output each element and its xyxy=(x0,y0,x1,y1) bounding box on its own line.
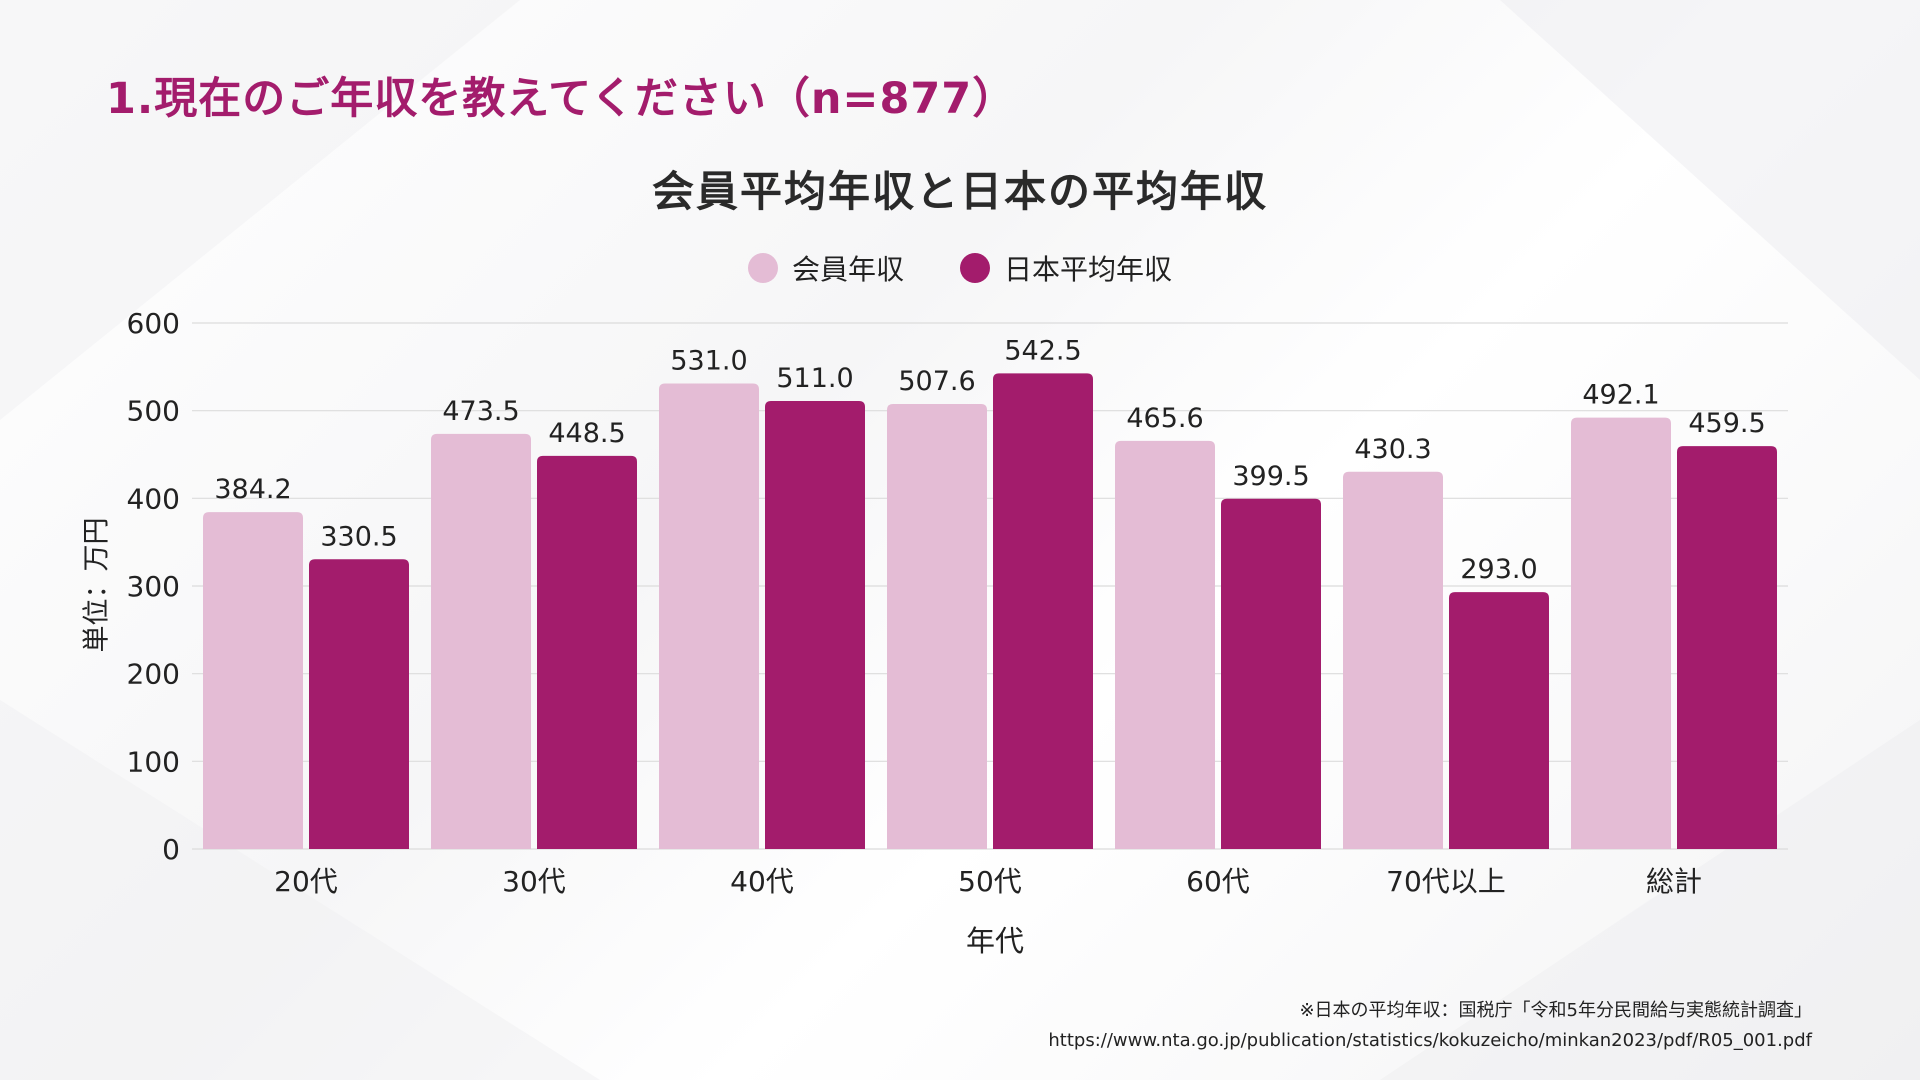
x-tick-label: 30代 xyxy=(502,865,566,898)
y-tick-label: 600 xyxy=(127,307,180,340)
data-label: 430.3 xyxy=(1354,434,1431,465)
data-label: 492.1 xyxy=(1582,380,1659,411)
x-tick-label: 60代 xyxy=(1186,865,1250,898)
x-tick-label: 総計 xyxy=(1646,865,1702,898)
y-tick-label: 100 xyxy=(127,745,180,778)
legend-swatch-member xyxy=(747,253,778,283)
legend-item-japan: 日本平均年収 xyxy=(960,248,1172,288)
bar xyxy=(887,404,987,849)
bar xyxy=(1343,471,1443,849)
bar xyxy=(659,383,759,849)
data-label: 511.0 xyxy=(776,363,853,394)
x-axis-label: 年代 xyxy=(965,924,1025,958)
y-tick-label: 300 xyxy=(127,570,180,603)
data-label: 448.5 xyxy=(548,418,625,449)
x-tick-label: 50代 xyxy=(958,865,1022,898)
data-label: 507.6 xyxy=(898,366,975,397)
bar xyxy=(309,559,409,849)
data-label: 473.5 xyxy=(442,396,519,427)
chart-title: 会員平均年収と日本の平均年収 xyxy=(651,167,1268,216)
data-label: 542.5 xyxy=(1004,335,1081,366)
bar xyxy=(765,401,865,849)
x-tick-label: 40代 xyxy=(730,865,794,898)
data-label: 330.5 xyxy=(320,521,397,552)
data-label: 293.0 xyxy=(1460,554,1537,585)
y-tick-label: 0 xyxy=(162,833,180,866)
y-tick-label: 200 xyxy=(127,658,180,691)
bar xyxy=(993,373,1093,849)
legend-item-member: 会員年収 xyxy=(747,248,904,288)
bar xyxy=(203,512,303,849)
bar xyxy=(1571,417,1671,849)
footnote-source: ※日本の平均年収：国税庁「令和5年分民間給与実態統計調査」 xyxy=(1299,1000,1812,1021)
legend: 会員年収 日本平均年収 xyxy=(0,248,1920,288)
page-title: 1.現在のご年収を教えてください（n=877） xyxy=(106,74,1017,124)
x-tick-label: 70代以上 xyxy=(1386,865,1506,898)
y-tick-label: 400 xyxy=(127,482,180,515)
x-tick-label: 20代 xyxy=(274,865,338,898)
bar xyxy=(1449,592,1549,849)
footnote-url: https://www.nta.go.jp/publication/statis… xyxy=(1048,1030,1812,1051)
footnote: ※日本の平均年収：国税庁「令和5年分民間給与実態統計調査」 https://ww… xyxy=(1048,996,1812,1056)
y-tick-label: 500 xyxy=(127,395,180,428)
data-label: 465.6 xyxy=(1126,403,1203,434)
bar xyxy=(1221,498,1321,849)
data-label: 459.5 xyxy=(1688,408,1765,439)
legend-label-japan: 日本平均年収 xyxy=(1004,253,1173,286)
bar xyxy=(431,433,531,849)
data-label: 384.2 xyxy=(214,474,291,505)
bar xyxy=(1115,440,1215,849)
bar xyxy=(1677,446,1777,849)
legend-swatch-japan xyxy=(960,253,990,283)
data-label: 531.0 xyxy=(670,345,747,376)
legend-label-member: 会員年収 xyxy=(791,253,904,286)
bar xyxy=(537,455,637,849)
data-label: 399.5 xyxy=(1232,461,1309,492)
